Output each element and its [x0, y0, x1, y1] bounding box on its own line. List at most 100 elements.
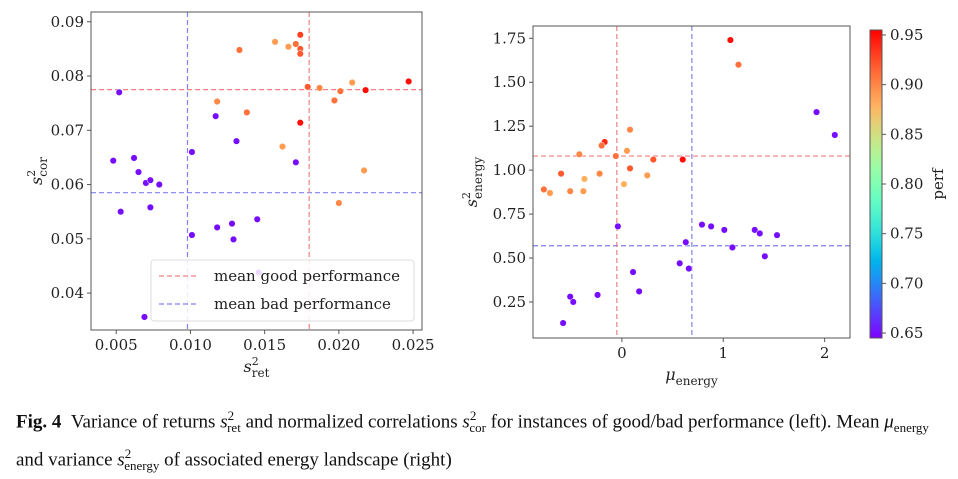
- caption-text: for instances of good/bad performance (l…: [485, 411, 885, 433]
- data-point: [612, 152, 620, 160]
- data-point: [614, 222, 622, 230]
- colorbar-tick-label: 0.75: [890, 225, 923, 243]
- axis-label: s2energy: [460, 157, 485, 208]
- caption-math: μ: [884, 411, 894, 433]
- axis-label-sup: 2: [25, 170, 38, 177]
- caption-math: cor: [469, 420, 486, 436]
- data-point: [626, 126, 634, 134]
- figure: 0.005 0.010 0.015 0.020 0.025 0.04 0.05 0.06 0.0…: [25, 11, 947, 388]
- data-point: [235, 46, 243, 54]
- scatter-panel-left: 0.005 0.010 0.015 0.020 0.025 0.04 0.05 0.06 0.0…: [25, 11, 435, 380]
- data-point: [115, 88, 123, 96]
- y-tick-label: 0.07: [51, 121, 84, 139]
- axis-label-sup: 2: [460, 192, 473, 199]
- axis-label-sub: ret: [252, 366, 270, 380]
- data-point: [213, 97, 221, 106]
- data-point: [304, 83, 312, 91]
- data-point: [728, 243, 736, 252]
- y-tick-label: 0.75: [493, 205, 526, 223]
- data-point: [761, 252, 769, 260]
- data-point: [405, 77, 413, 86]
- x-tick-label: 0.020: [317, 336, 360, 354]
- data-point: [643, 171, 651, 179]
- caption-math: s: [117, 449, 125, 471]
- caption-fig-label: Fig. 4: [16, 411, 62, 433]
- data-point: [812, 108, 821, 116]
- legend-label: mean good performance: [214, 267, 400, 285]
- y-tick-label: 0.06: [51, 176, 84, 194]
- data-point: [635, 287, 643, 295]
- data-point: [751, 226, 759, 234]
- data-point: [278, 143, 287, 151]
- caption-math: energy: [893, 420, 929, 436]
- x-tick-label: 0.015: [243, 336, 286, 354]
- data-point: [566, 187, 574, 195]
- caption-text: and variance: [16, 449, 118, 471]
- colorbar-tick-label: 0.95: [890, 26, 923, 44]
- caption-math: 2: [227, 408, 235, 423]
- data-point: [580, 175, 588, 183]
- data-point: [566, 293, 574, 301]
- axis-label-main: s: [27, 177, 46, 185]
- data-point: [756, 229, 764, 237]
- data-point: [679, 156, 687, 164]
- data-point: [212, 112, 220, 120]
- caption-math: 2: [469, 408, 477, 423]
- axis-label-main: s: [244, 357, 252, 376]
- axis-label-main: μ: [665, 365, 675, 384]
- axis-label-sup: 2: [252, 355, 259, 368]
- y-tick-label: 0.25: [493, 293, 526, 311]
- y-tick-label: 0.05: [51, 230, 84, 248]
- caption-math: s: [462, 411, 470, 433]
- data-point: [229, 235, 238, 243]
- colorbar: 0.65 0.70 0.75 0.80 0.85 0.90 0.95 perf: [869, 26, 947, 342]
- caption-text: of associated energy landscape (right): [159, 449, 452, 471]
- data-point: [598, 141, 606, 150]
- caption-math: ret: [227, 420, 241, 436]
- axis-label: s2 ret: [244, 355, 270, 380]
- colorbar-label: perf: [929, 167, 947, 200]
- data-point: [271, 38, 279, 46]
- colorbar-tick-label: 0.70: [890, 274, 923, 292]
- data-point: [296, 50, 304, 58]
- x-tick-label: 0: [617, 344, 627, 362]
- data-point: [698, 221, 706, 229]
- data-point: [726, 36, 734, 44]
- data-point: [734, 61, 743, 69]
- data-point: [316, 84, 324, 92]
- data-point: [335, 199, 343, 207]
- axis-label-main: s: [462, 199, 481, 207]
- data-point: [348, 78, 356, 87]
- data-point: [831, 131, 839, 139]
- data-point: [292, 40, 300, 48]
- data-point: [557, 170, 565, 178]
- data-point: [649, 156, 657, 164]
- caption-math: energy: [124, 458, 160, 474]
- plot-frame: [532, 25, 851, 339]
- legend-label: mean bad performance: [214, 295, 391, 313]
- caption-math: s: [220, 411, 228, 433]
- axis-label-sub: cor: [36, 157, 50, 177]
- axis-label: μenergy: [665, 365, 718, 388]
- x-tick-label: 0.010: [169, 336, 212, 354]
- data-point: [575, 150, 583, 158]
- data-point: [362, 86, 370, 94]
- data-point: [284, 43, 292, 51]
- x-tick-label: 2: [820, 344, 830, 362]
- data-point: [594, 291, 602, 299]
- data-point: [629, 268, 637, 276]
- figure-caption: Fig. 4 Variance of returns s2ret and nor…: [16, 403, 946, 479]
- data-point: [596, 170, 604, 178]
- scatter-panel-right: 0 1 20.250.500.751.001.251.501.75μenergys2…: [460, 25, 851, 388]
- colorbar-bar: [869, 29, 883, 339]
- data-point: [540, 185, 548, 194]
- axis-label-sub: energy: [676, 374, 718, 388]
- data-point: [682, 238, 690, 246]
- data-point: [296, 31, 304, 39]
- colorbar-tick-label: 0.85: [890, 125, 923, 143]
- y-tick-label: 0.09: [51, 13, 84, 31]
- axis-label: s2cor: [25, 157, 50, 185]
- data-point: [292, 158, 300, 166]
- data-point: [155, 181, 163, 189]
- data-point: [253, 215, 261, 223]
